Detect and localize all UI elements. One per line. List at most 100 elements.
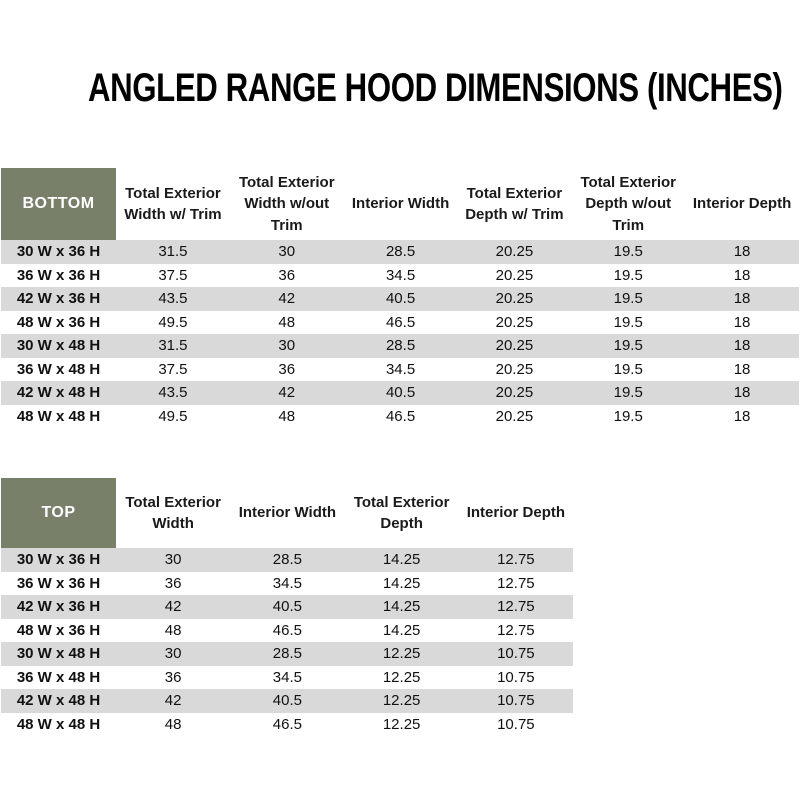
cell-value: 18 — [733, 337, 751, 355]
cell-value: 12.75 — [497, 621, 535, 639]
cell-value: 20.25 — [495, 407, 534, 425]
row-label: 42 W x 36 H — [16, 290, 101, 308]
cell-value: 48 — [164, 621, 182, 639]
bottom-corner-label: BOTTOM — [1, 168, 116, 240]
cell-value: 10.75 — [497, 715, 535, 733]
row-label: 36 W x 48 H — [16, 360, 101, 378]
cell-value: 12.25 — [382, 715, 421, 733]
table-row: 42 W x 48 H 42 40.5 12.25 10.75 — [1, 689, 573, 713]
cell-value: 19.5 — [613, 360, 643, 378]
cell-value: 18 — [733, 243, 751, 261]
cell-value: 30 — [164, 645, 182, 663]
cell-value: 30 — [164, 551, 182, 569]
cell-value: 43.5 — [158, 290, 188, 308]
cell-value: 14.25 — [382, 621, 421, 639]
cell-value: 34.5 — [272, 668, 302, 686]
cell-value: 14.25 — [382, 598, 421, 616]
cell-value: 18 — [733, 360, 751, 378]
table-row: 42 W x 36 H 43.5 42 40.5 20.25 19.5 18 — [1, 287, 799, 311]
cell-value: 46.5 — [385, 407, 416, 425]
row-label: 36 W x 36 H — [16, 574, 101, 592]
table-row: 36 W x 36 H 36 34.5 14.25 12.75 — [1, 571, 573, 595]
top-dimensions-table: TOP Total Exterior Width Interior Width Tot… — [1, 478, 573, 736]
row-label: 30 W x 36 H — [16, 243, 101, 261]
cell-value: 46.5 — [272, 715, 302, 733]
cell-value: 12.75 — [497, 574, 535, 592]
column-header: Total Exterior Depth — [344, 478, 459, 548]
column-header: Interior Depth — [458, 478, 573, 548]
cell-value: 18 — [733, 384, 751, 402]
column-header: Interior Width — [343, 168, 458, 240]
row-label: 48 W x 36 H — [16, 313, 101, 331]
cell-value: 42 — [278, 384, 296, 402]
table-row: 30 W x 36 H 30 28.5 14.25 12.75 — [1, 548, 573, 572]
cell-value: 28.5 — [272, 551, 302, 569]
column-header: Interior Depth — [685, 168, 799, 240]
cell-value: 49.5 — [158, 407, 188, 425]
cell-value: 40.5 — [385, 290, 416, 308]
cell-value: 18 — [733, 313, 751, 331]
cell-value: 12.25 — [382, 692, 421, 710]
top-header-row: TOP Total Exterior Width Interior Width Tot… — [1, 478, 573, 548]
cell-value: 34.5 — [385, 360, 416, 378]
row-label: 48 W x 36 H — [16, 621, 101, 639]
table-row: 48 W x 36 H 48 46.5 14.25 12.75 — [1, 618, 573, 642]
cell-value: 48 — [278, 407, 296, 425]
cell-value: 42 — [278, 290, 296, 308]
cell-value: 18 — [733, 266, 751, 284]
cell-value: 20.25 — [495, 266, 534, 284]
column-header: Interior Width — [230, 478, 345, 548]
cell-value: 36 — [164, 668, 182, 686]
cell-value: 28.5 — [385, 337, 416, 355]
cell-value: 37.5 — [158, 360, 188, 378]
table-row: 48 W x 36 H 49.5 48 46.5 20.25 19.5 18 — [1, 310, 799, 334]
cell-value: 43.5 — [158, 384, 188, 402]
column-header: Total Exterior Depth w/ Trim — [457, 168, 572, 240]
cell-value: 20.25 — [495, 243, 534, 261]
cell-value: 18 — [733, 290, 751, 308]
table-row: 42 W x 48 H 43.5 42 40.5 20.25 19.5 18 — [1, 381, 799, 405]
cell-value: 34.5 — [385, 266, 416, 284]
table-row: 36 W x 48 H 37.5 36 34.5 20.25 19.5 18 — [1, 357, 799, 381]
table-row: 30 W x 36 H 31.5 30 28.5 20.25 19.5 18 — [1, 240, 799, 264]
cell-value: 40.5 — [272, 598, 302, 616]
table-row: 42 W x 36 H 42 40.5 14.25 12.75 — [1, 595, 573, 619]
top-corner-label: TOP — [1, 478, 116, 548]
cell-value: 31.5 — [158, 337, 188, 355]
cell-value: 36 — [278, 360, 296, 378]
cell-value: 12.25 — [382, 668, 421, 686]
row-label: 36 W x 36 H — [16, 266, 101, 284]
cell-value: 28.5 — [272, 645, 302, 663]
cell-value: 42 — [164, 692, 182, 710]
cell-value: 19.5 — [613, 384, 643, 402]
cell-value: 42 — [164, 598, 182, 616]
row-label: 48 W x 48 H — [16, 407, 101, 425]
row-label: 30 W x 48 H — [16, 645, 101, 663]
cell-value: 36 — [164, 574, 182, 592]
cell-value: 19.5 — [613, 337, 643, 355]
cell-value: 10.75 — [497, 692, 535, 710]
cell-value: 31.5 — [158, 243, 188, 261]
cell-value: 37.5 — [158, 266, 188, 284]
cell-value: 20.25 — [495, 313, 534, 331]
table-row: 36 W x 48 H 36 34.5 12.25 10.75 — [1, 665, 573, 689]
row-label: 42 W x 36 H — [16, 598, 101, 616]
cell-value: 34.5 — [272, 574, 302, 592]
row-label: 42 W x 48 H — [16, 692, 101, 710]
cell-value: 19.5 — [613, 243, 643, 261]
cell-value: 14.25 — [382, 551, 421, 569]
table-row: 48 W x 48 H 49.5 48 46.5 20.25 19.5 18 — [1, 404, 799, 428]
cell-value: 19.5 — [613, 266, 643, 284]
cell-value: 46.5 — [272, 621, 302, 639]
column-header: Total Exterior Width w/ Trim — [116, 168, 230, 240]
cell-value: 19.5 — [613, 290, 643, 308]
cell-value: 14.25 — [382, 574, 421, 592]
table-row: 30 W x 48 H 31.5 30 28.5 20.25 19.5 18 — [1, 334, 799, 358]
cell-value: 30 — [278, 337, 296, 355]
cell-value: 30 — [278, 243, 296, 261]
column-header: Total Exterior Width w/out Trim — [229, 168, 344, 240]
cell-value: 48 — [278, 313, 296, 331]
cell-value: 40.5 — [272, 692, 302, 710]
cell-value: 20.25 — [495, 290, 534, 308]
